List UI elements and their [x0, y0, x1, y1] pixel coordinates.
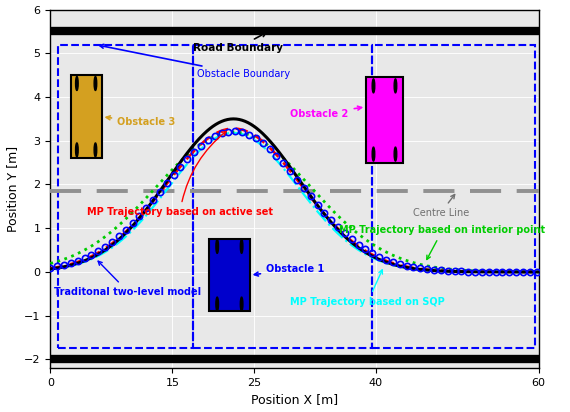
Circle shape: [241, 239, 243, 253]
Text: MP Trajectory based on interior point: MP Trajectory based on interior point: [339, 225, 545, 260]
Y-axis label: Position Y [m]: Position Y [m]: [6, 146, 19, 232]
Circle shape: [372, 147, 374, 161]
Text: MP Trajectory based on active set: MP Trajectory based on active set: [87, 131, 273, 217]
Text: Road Boundary: Road Boundary: [193, 33, 283, 53]
Text: Obstacle 1: Obstacle 1: [254, 264, 324, 276]
Circle shape: [94, 77, 97, 91]
Circle shape: [372, 79, 374, 93]
Circle shape: [94, 143, 97, 157]
Bar: [71, 75, 101, 158]
Circle shape: [216, 239, 218, 253]
Bar: [372, 44, 535, 349]
Text: Obstacle 3: Obstacle 3: [106, 116, 176, 127]
Circle shape: [394, 147, 397, 161]
Circle shape: [76, 77, 78, 91]
Circle shape: [216, 297, 218, 311]
Bar: [193, 44, 372, 349]
Circle shape: [394, 79, 397, 93]
Circle shape: [76, 143, 78, 157]
Text: Obstacle 2: Obstacle 2: [291, 106, 361, 119]
Text: Traditonal two-level model: Traditonal two-level model: [54, 261, 202, 297]
Bar: [366, 77, 403, 163]
Text: Obstacle Boundary: Obstacle Boundary: [100, 44, 290, 80]
Text: MP Trajectory based on SQP: MP Trajectory based on SQP: [291, 270, 445, 307]
X-axis label: Position X [m]: Position X [m]: [251, 393, 338, 407]
Text: Centre Line: Centre Line: [413, 194, 469, 218]
Bar: [59, 44, 193, 349]
Circle shape: [241, 297, 243, 311]
Bar: [209, 239, 250, 311]
